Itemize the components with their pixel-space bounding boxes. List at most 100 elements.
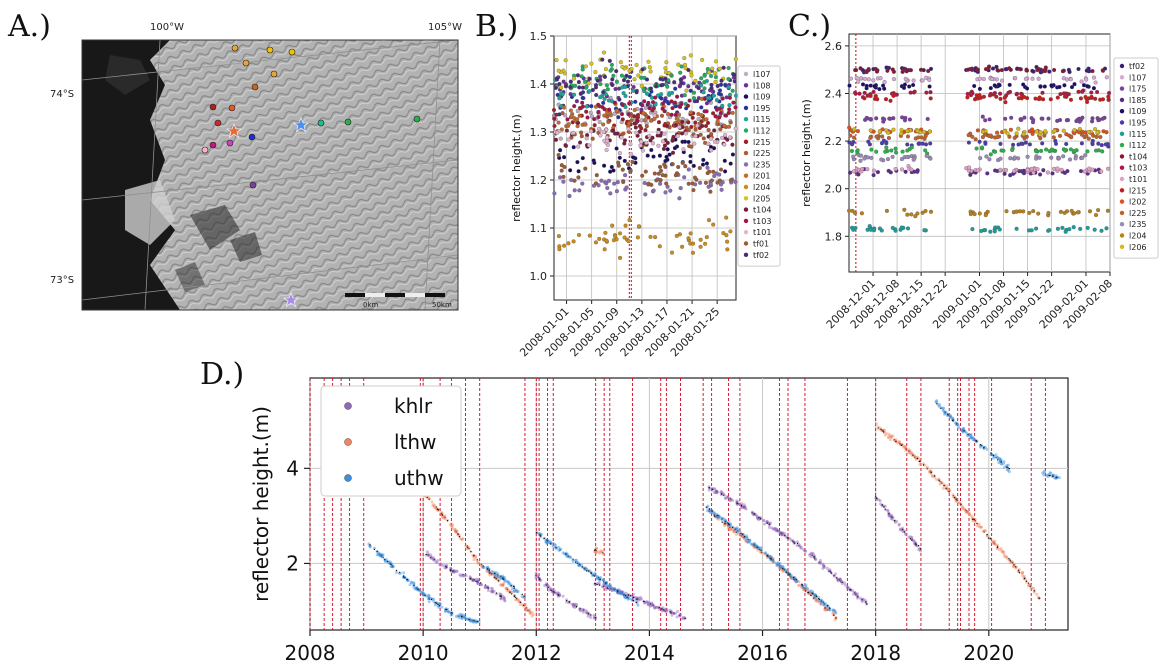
data-point-mean <box>487 587 489 589</box>
data-point <box>972 437 976 441</box>
data-point-mean <box>849 589 851 591</box>
data-point <box>696 117 701 122</box>
data-point <box>808 553 811 557</box>
data-point <box>642 180 647 186</box>
data-point <box>1090 69 1095 74</box>
data-point <box>903 169 908 174</box>
data-point <box>642 118 647 123</box>
data-point <box>562 155 567 160</box>
data-point <box>711 146 717 151</box>
legend-marker <box>1119 233 1125 238</box>
data-point-mean <box>550 589 552 591</box>
data-point <box>663 66 668 71</box>
data-point <box>698 244 703 249</box>
data-point-mean <box>513 594 516 597</box>
data-point <box>610 82 615 88</box>
data-point <box>904 532 907 536</box>
site-marker <box>242 59 250 67</box>
data-point <box>697 165 702 171</box>
data-point <box>408 583 412 587</box>
data-point <box>734 533 738 536</box>
data-point-mean <box>479 582 482 584</box>
data-point <box>879 157 884 162</box>
data-point <box>579 74 584 79</box>
data-point <box>486 589 490 592</box>
data-point <box>941 486 945 490</box>
data-point <box>1096 141 1101 146</box>
data-point <box>901 526 905 530</box>
data-point <box>644 91 650 96</box>
data-point <box>710 488 714 492</box>
data-point <box>676 62 681 67</box>
data-point-mean <box>722 494 725 496</box>
data-point-mean <box>909 538 912 540</box>
data-point <box>773 526 777 530</box>
data-point-mean <box>836 577 838 579</box>
data-point <box>646 600 649 604</box>
data-point <box>643 601 647 605</box>
data-point <box>500 583 504 587</box>
data-point <box>1041 168 1046 173</box>
data-point <box>1003 100 1008 105</box>
data-point <box>639 83 644 89</box>
data-point <box>575 108 580 114</box>
data-point <box>724 233 729 238</box>
data-point <box>918 549 922 553</box>
data-point <box>484 585 487 589</box>
data-point <box>494 575 498 579</box>
data-point <box>931 474 934 478</box>
legend-label: l225 <box>753 149 771 158</box>
star-marker <box>293 117 309 133</box>
data-point <box>869 155 874 160</box>
data-point <box>744 507 748 511</box>
data-point-mean <box>664 610 666 612</box>
data-point <box>637 597 640 601</box>
data-point-mean <box>510 585 512 587</box>
data-point <box>702 80 707 85</box>
data-point <box>648 69 653 74</box>
data-point <box>1018 568 1021 572</box>
data-point <box>846 587 850 591</box>
data-point <box>963 430 967 433</box>
data-point <box>593 85 599 90</box>
data-point <box>889 514 893 518</box>
data-point <box>1093 127 1098 132</box>
data-point <box>735 499 739 503</box>
data-point <box>1029 166 1034 171</box>
data-point <box>692 175 698 180</box>
data-point <box>897 522 901 526</box>
data-point <box>559 85 564 90</box>
data-point <box>693 127 698 132</box>
data-point <box>706 184 711 189</box>
data-point <box>847 208 852 213</box>
legend-label: tf02 <box>753 251 769 260</box>
data-point-mean <box>903 531 906 533</box>
site-marker <box>344 118 352 126</box>
data-point <box>719 187 724 192</box>
data-point <box>703 180 708 185</box>
data-point <box>1098 134 1103 140</box>
data-point-mean <box>768 523 771 525</box>
data-point <box>884 208 889 213</box>
data-point <box>654 606 658 610</box>
data-point <box>902 82 907 87</box>
data-point-mean <box>841 581 844 584</box>
data-point <box>552 116 557 121</box>
data-point <box>736 500 740 504</box>
data-point-mean <box>451 612 453 614</box>
data-point <box>965 95 970 100</box>
data-point <box>911 157 916 162</box>
data-point <box>699 105 704 110</box>
data-point-mean <box>373 548 376 551</box>
data-point <box>665 147 670 152</box>
data-point <box>821 567 825 570</box>
data-point <box>771 527 775 531</box>
data-point <box>682 62 688 67</box>
data-point <box>1027 142 1032 147</box>
data-point-mean <box>434 601 436 604</box>
data-point <box>544 539 548 543</box>
data-point <box>453 570 457 574</box>
data-point <box>843 583 847 587</box>
data-point <box>664 607 668 611</box>
data-point <box>717 66 722 71</box>
